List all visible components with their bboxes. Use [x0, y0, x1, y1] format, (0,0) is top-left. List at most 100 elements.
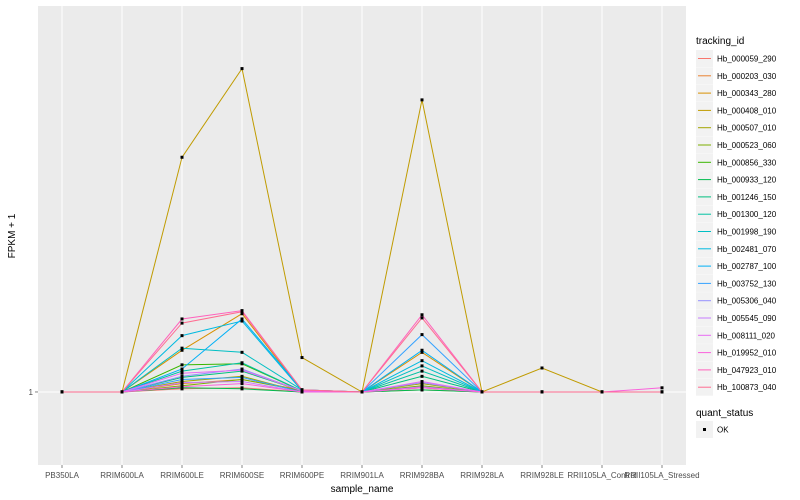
data-point [120, 390, 124, 394]
legend-item: Hb_000507_010 [696, 119, 777, 137]
data-point [180, 155, 184, 159]
data-point [240, 310, 244, 314]
data-point [540, 390, 544, 394]
x-tick-label: RRIM600SE [220, 471, 264, 480]
data-point [300, 388, 304, 392]
data-point [300, 356, 304, 360]
legend-label: Hb_047923_010 [717, 366, 777, 375]
legend-label: Hb_001300_120 [717, 210, 777, 219]
data-point [420, 348, 424, 352]
legend-item: Hb_000856_330 [696, 153, 777, 171]
data-point [660, 386, 664, 390]
x-axis-ticks: PB350LA RRIM600LA RRIM600LE RRIM600SE RRIM60… [45, 465, 700, 480]
data-point [180, 377, 184, 381]
data-point [180, 317, 184, 321]
data-point [420, 364, 424, 368]
legend-item: Hb_019952_010 [696, 344, 777, 362]
data-point [660, 390, 664, 394]
legend-label: Hb_000856_330 [717, 158, 777, 167]
x-tick-label: RRIM928BA [400, 471, 445, 480]
data-point [240, 361, 244, 365]
data-point [420, 350, 424, 354]
legend-label: Hb_002481_070 [717, 245, 777, 254]
y-axis-ticks: 1 [29, 388, 38, 397]
legend-point-swatch [703, 428, 706, 431]
data-point [420, 388, 424, 392]
data-point [360, 390, 364, 394]
legend-label: Hb_005545_090 [717, 314, 777, 323]
legend-label: Hb_000507_010 [717, 124, 777, 133]
legend-item: Hb_005545_090 [696, 309, 777, 327]
data-point [180, 371, 184, 375]
legend-label: Hb_000408_010 [717, 106, 777, 115]
legend-label: Hb_000523_060 [717, 141, 777, 150]
data-point [60, 390, 64, 394]
y-axis-title: FPKM + 1 [7, 213, 18, 258]
legend-label: Hb_000059_290 [717, 55, 777, 64]
data-point [420, 316, 424, 320]
data-point [180, 321, 184, 325]
data-point [180, 369, 184, 373]
legend-item: Hb_001998_190 [696, 223, 777, 240]
x-tick-label: RRIM928LA [460, 471, 504, 480]
legend: tracking_id Hb_000059_290 Hb_000203_030 Hb… [696, 36, 777, 438]
legend-item: Hb_002787_100 [696, 257, 777, 275]
data-point [420, 369, 424, 373]
legend-item: Hb_100873_040 [696, 378, 777, 396]
data-point [300, 390, 304, 394]
x-tick-label: RRIM600PE [280, 471, 324, 480]
data-point [180, 363, 184, 367]
data-point [420, 374, 424, 378]
data-point [240, 387, 244, 391]
data-point [240, 67, 244, 71]
data-point [420, 359, 424, 363]
legend-item: Hb_047923_010 [696, 361, 777, 379]
x-axis-title: sample_name [331, 484, 394, 495]
legend-label: Hb_000343_280 [717, 89, 777, 98]
data-point [180, 374, 184, 378]
legend-color-title: tracking_id [696, 36, 744, 47]
x-tick-label: RRIM928LE [520, 471, 564, 480]
data-point [180, 381, 184, 385]
data-point [420, 333, 424, 337]
x-tick-label: RRIM901LA [340, 471, 384, 480]
data-point [420, 380, 424, 384]
data-point [420, 98, 424, 102]
legend-item: Hb_005306_040 [696, 292, 777, 310]
y-tick-label: 1 [29, 388, 34, 397]
legend-item: Hb_000523_060 [696, 136, 777, 154]
legend-label: Hb_000933_120 [717, 176, 777, 185]
legend-item: Hb_001246_150 [696, 188, 777, 206]
data-point [180, 385, 184, 389]
legend-item: Hb_000203_030 [696, 67, 777, 85]
data-point [240, 312, 244, 316]
legend-item: Hb_001300_120 [696, 205, 777, 223]
legend-shape-title: quant_status [696, 408, 753, 419]
legend-label: Hb_005306_040 [717, 297, 777, 306]
legend-item: Hb_002481_070 [696, 240, 777, 258]
legend-label: Hb_000203_030 [717, 72, 777, 81]
data-point [180, 348, 184, 352]
x-tick-label: PB350LA [45, 471, 79, 480]
data-point [180, 367, 184, 371]
legend-item: Hb_008111_020 [696, 326, 776, 344]
x-tick-label: RRII105LA_Stressed [624, 471, 699, 480]
x-tick-label: RRIM600LE [160, 471, 204, 480]
data-point [540, 366, 544, 370]
legend-label: Hb_003752_130 [717, 279, 777, 288]
legend-label: Hb_019952_010 [717, 349, 777, 358]
data-point [240, 375, 244, 379]
data-point [240, 380, 244, 384]
data-point [240, 382, 244, 386]
legend-item: OK [696, 421, 729, 438]
data-point [180, 346, 184, 350]
legend-label: Hb_001246_150 [717, 193, 777, 202]
data-point [600, 390, 604, 394]
data-point [240, 368, 244, 372]
data-point [420, 386, 424, 390]
data-point [240, 319, 244, 323]
legend-item: Hb_000059_290 [696, 50, 777, 67]
data-point [420, 313, 424, 317]
data-point [180, 334, 184, 338]
